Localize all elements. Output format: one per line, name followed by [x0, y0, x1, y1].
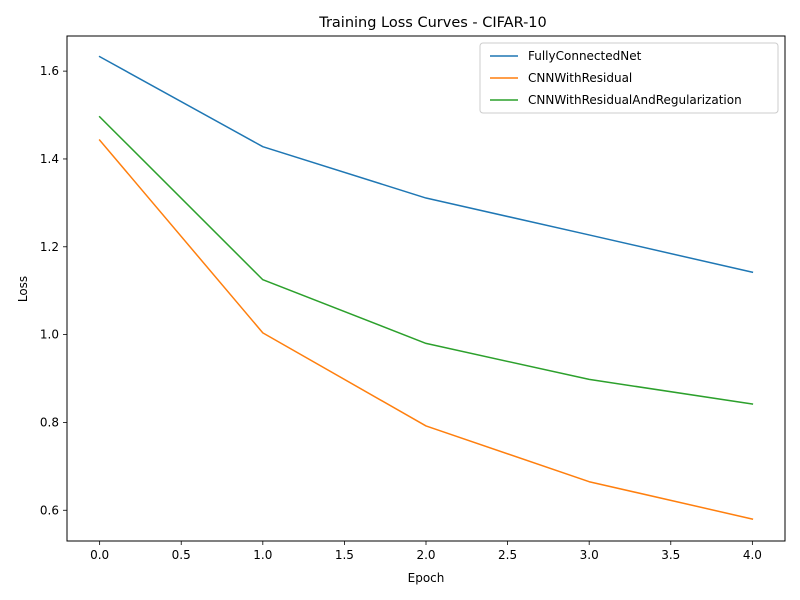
y-tick-label: 1.2 [40, 240, 59, 254]
y-tick-label: 1.4 [40, 152, 59, 166]
y-tick-label: 0.6 [40, 503, 59, 517]
legend-label: FullyConnectedNet [528, 49, 642, 63]
series-line-cnnwithresidual [98, 139, 754, 520]
legend-label: CNNWithResidualAndRegularization [528, 93, 742, 107]
y-tick-label: 0.8 [40, 415, 59, 429]
x-tick-label: 0.5 [172, 548, 191, 562]
x-tick-label: 3.0 [580, 548, 599, 562]
y-tick-label: 1.0 [40, 328, 59, 342]
series-line-cnnwithresidualandregularization [98, 115, 754, 405]
legend-box [479, 42, 779, 114]
chart-title: Training Loss Curves - CIFAR-10 [318, 15, 547, 31]
x-tick-label: 4.0 [743, 548, 762, 562]
x-tick-label: 1.5 [335, 548, 354, 562]
x-tick-label: 0.0 [90, 548, 109, 562]
x-tick-label: 1.0 [253, 548, 272, 562]
legend: FullyConnectedNet CNNWithResidual CNNWithR… [479, 42, 779, 114]
legend-label: CNNWithResidual [528, 71, 632, 85]
y-axis-label: Loss [16, 276, 30, 302]
x-axis-label: Epoch [408, 571, 445, 585]
x-tick-label: 3.5 [661, 548, 680, 562]
x-tick-label: 2.0 [416, 548, 435, 562]
series-line-fullyconnectednet [98, 55, 754, 274]
y-tick-label: 1.6 [40, 64, 59, 78]
x-tick-label: 2.5 [498, 548, 517, 562]
plot-area: 0.0 0.5 1.0 1.5 2.0 2.5 3.0 3.5 4.0 0.6 0.8 1.0 1.2 1… [40, 55, 762, 562]
axes-frame [66, 35, 786, 542]
